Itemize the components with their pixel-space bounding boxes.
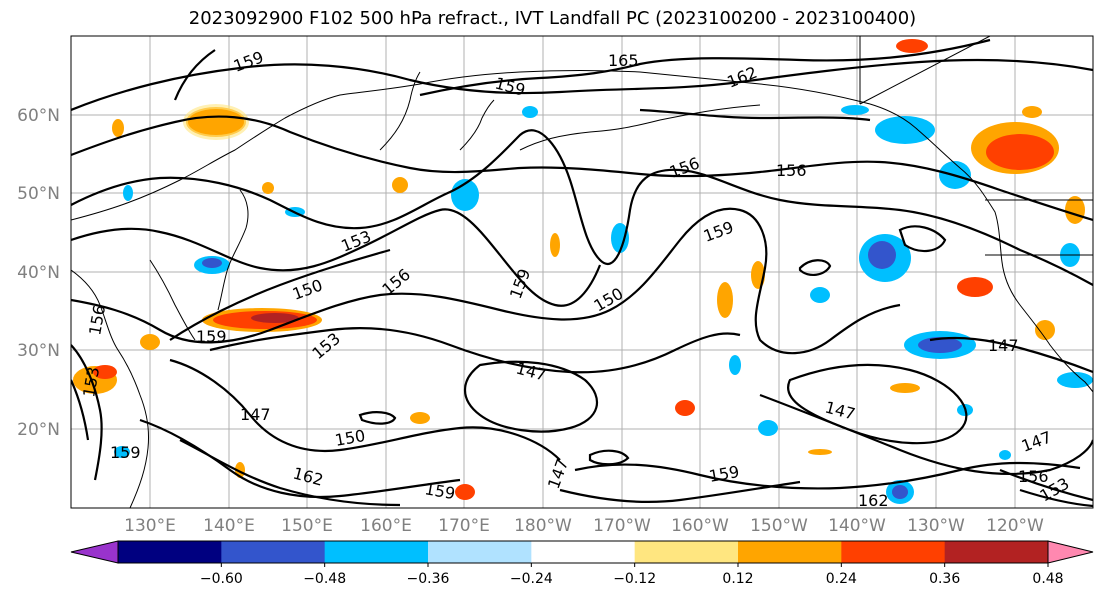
colorbar-segment bbox=[428, 541, 532, 563]
lon-label: 170°W bbox=[593, 516, 651, 536]
map-title: 2023092900 F102 500 hPa refract., IVT La… bbox=[188, 8, 917, 29]
shading-positive bbox=[73, 39, 1085, 500]
lon-label: 140°W bbox=[828, 516, 886, 536]
contour-label: 156 bbox=[776, 161, 807, 180]
colorbar-segment bbox=[738, 541, 842, 563]
latitude-labels: 60°N 50°N 40°N 30°N 20°N bbox=[17, 106, 60, 440]
contour-label: 159 bbox=[196, 327, 227, 346]
colorbar-tick-label: 0.48 bbox=[1032, 571, 1063, 587]
colorbar-tick-label: −0.60 bbox=[200, 571, 243, 587]
lat-label: 40°N bbox=[17, 263, 60, 283]
colorbar-extend-high bbox=[1047, 540, 1094, 564]
lon-label: 150°W bbox=[750, 516, 808, 536]
colorbar-tick-label: 0.24 bbox=[826, 571, 857, 587]
colorbar: −0.60 −0.48 −0.36 −0.24 −0.12 0.12 0.24 0.36 0.4… bbox=[70, 540, 1094, 587]
gridlines bbox=[71, 36, 1093, 508]
lon-label: 120°W bbox=[986, 516, 1044, 536]
map-frame bbox=[70, 35, 1094, 509]
contour-label: 147 bbox=[240, 405, 271, 424]
colorbar-segment bbox=[118, 541, 222, 563]
colorbar-tick-label: −0.12 bbox=[613, 571, 656, 587]
lat-label: 20°N bbox=[17, 420, 60, 440]
lon-label: 130°E bbox=[124, 516, 176, 536]
colorbar-tick-label: −0.24 bbox=[510, 571, 553, 587]
lon-label: 130°W bbox=[907, 516, 965, 536]
lon-label: 180°W bbox=[514, 516, 572, 536]
colorbar-tick-label: 0.36 bbox=[929, 571, 960, 587]
contour-label: 162 bbox=[858, 491, 889, 510]
lat-label: 50°N bbox=[17, 184, 60, 204]
colorbar-segment bbox=[841, 541, 946, 563]
colorbar-outline bbox=[117, 540, 1049, 564]
coastlines bbox=[71, 36, 1093, 508]
colorbar-extend-low bbox=[70, 540, 119, 564]
colorbar-segment bbox=[634, 541, 739, 563]
lon-label: 160°W bbox=[671, 516, 729, 536]
lon-label: 170°E bbox=[438, 516, 490, 536]
contour-label: 147 bbox=[988, 336, 1019, 355]
lon-label: 160°E bbox=[360, 516, 412, 536]
contour-label: 159 bbox=[110, 443, 141, 462]
contours bbox=[71, 38, 1093, 508]
contour-label: 165 bbox=[608, 51, 639, 70]
colorbar-segment bbox=[324, 541, 429, 563]
lon-label: 140°E bbox=[203, 516, 255, 536]
lat-label: 30°N bbox=[17, 341, 60, 361]
lat-label: 60°N bbox=[17, 106, 60, 126]
contour-label: 156 bbox=[1018, 467, 1049, 486]
colorbar-tick-label: −0.36 bbox=[407, 571, 450, 587]
colorbar-segment bbox=[944, 541, 1049, 563]
lon-label: 150°E bbox=[281, 516, 333, 536]
colorbar-segment bbox=[221, 541, 326, 563]
colorbar-tick-label: −0.48 bbox=[303, 571, 346, 587]
longitude-labels: 130°E 140°E 150°E 160°E 170°E 180°W 170°… bbox=[124, 516, 1044, 536]
colorbar-tick-label: 0.12 bbox=[722, 571, 753, 587]
colorbar-segment bbox=[531, 541, 636, 563]
